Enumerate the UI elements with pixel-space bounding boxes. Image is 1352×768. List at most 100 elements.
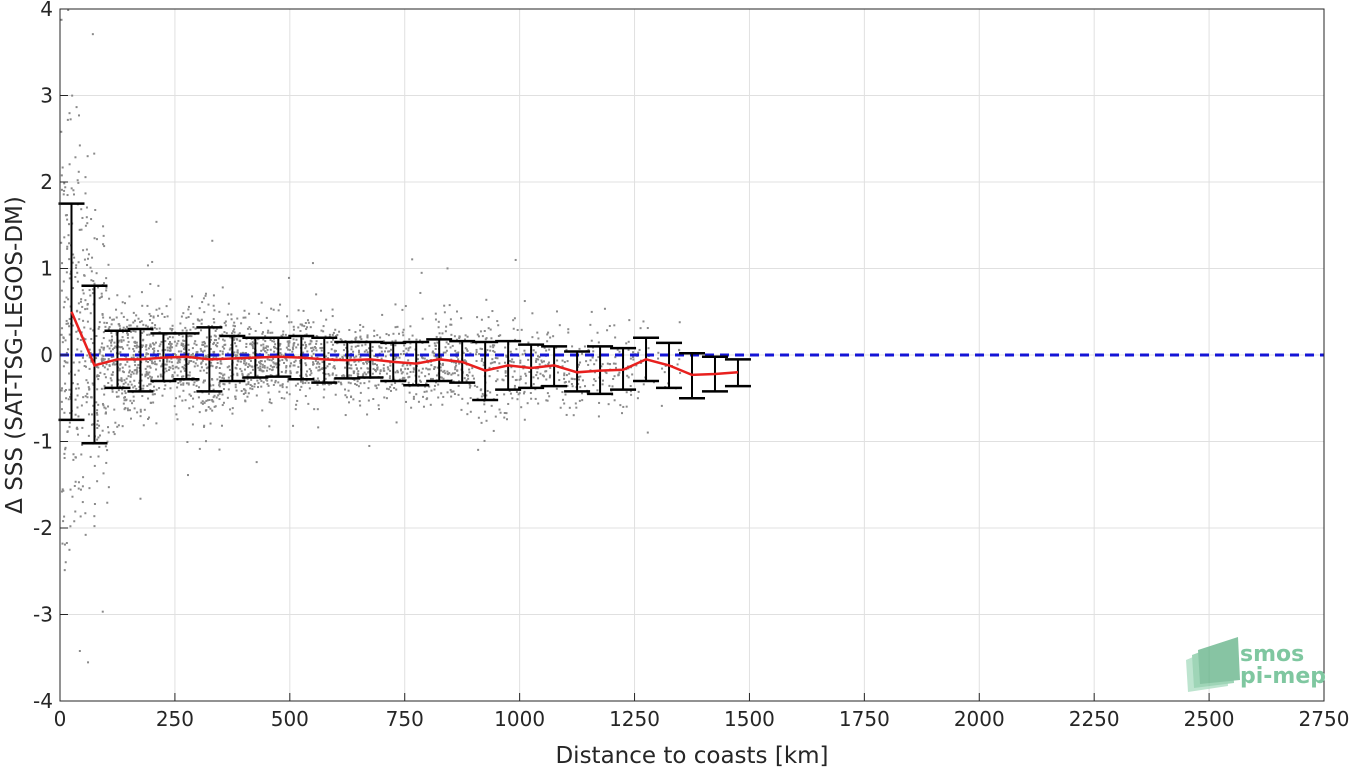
scatter-point	[261, 370, 264, 373]
scatter-point	[159, 343, 162, 346]
scatter-point	[343, 375, 346, 378]
scatter-point	[483, 439, 486, 442]
scatter-point	[453, 372, 456, 375]
scatter-point	[96, 438, 99, 441]
scatter-point	[60, 333, 63, 336]
scatter-point	[182, 389, 185, 392]
scatter-point	[190, 360, 193, 363]
scatter-point	[146, 384, 149, 387]
scatter-point	[597, 415, 600, 418]
scatter-point	[68, 258, 71, 261]
scatter-point	[625, 342, 628, 345]
scatter-point	[83, 326, 86, 329]
scatter-point	[86, 381, 89, 384]
scatter-point	[235, 389, 238, 392]
scatter-point	[212, 304, 215, 307]
scatter-point	[225, 332, 228, 335]
scatter-point	[201, 402, 204, 405]
scatter-point	[168, 360, 171, 363]
scatter-point	[72, 287, 75, 290]
scatter-point	[208, 398, 211, 401]
scatter-point	[104, 376, 107, 379]
scatter-point	[168, 335, 171, 338]
scatter-point	[111, 348, 114, 351]
scatter-point	[537, 377, 540, 380]
scatter-point	[354, 337, 357, 340]
scatter-point	[119, 346, 122, 349]
scatter-point	[68, 372, 71, 375]
scatter-point	[328, 374, 331, 377]
scatter-point	[433, 384, 436, 387]
scatter-point	[221, 350, 224, 353]
scatter-point	[418, 369, 421, 372]
scatter-point	[144, 355, 147, 358]
scatter-point	[177, 350, 180, 353]
scatter-point	[306, 370, 309, 373]
scatter-point	[338, 330, 341, 333]
scatter-point	[304, 381, 307, 384]
scatter-point	[142, 338, 145, 341]
scatter-point	[356, 344, 359, 347]
scatter-point	[195, 351, 198, 354]
scatter-point	[427, 373, 430, 376]
scatter-point	[518, 378, 521, 381]
scatter-point	[390, 383, 393, 386]
scatter-point	[105, 286, 108, 289]
scatter-point	[76, 406, 79, 409]
scatter-point	[428, 385, 431, 388]
scatter-point	[367, 387, 370, 390]
scatter-point	[394, 340, 397, 343]
scatter-point	[581, 352, 584, 355]
scatter-point	[169, 327, 172, 330]
scatter-point	[108, 297, 111, 300]
scatter-point	[465, 374, 468, 377]
scatter-point	[104, 412, 107, 415]
scatter-point	[310, 355, 313, 358]
scatter-point	[627, 348, 630, 351]
scatter-point	[279, 303, 282, 306]
scatter-point	[190, 335, 193, 338]
scatter-point	[245, 383, 248, 386]
scatter-point	[96, 409, 99, 412]
scatter-point	[561, 398, 564, 401]
scatter-point	[63, 300, 66, 303]
scatter-point	[540, 359, 543, 362]
scatter-point	[457, 358, 460, 361]
scatter-point	[332, 331, 335, 334]
scatter-point	[425, 367, 428, 370]
scatter-point	[139, 410, 142, 413]
scatter-point	[270, 379, 273, 382]
scatter-point	[223, 321, 226, 324]
scatter-point	[348, 374, 351, 377]
scatter-point	[549, 374, 552, 377]
scatter-point	[354, 360, 357, 363]
scatter-point	[503, 416, 506, 419]
scatter-point	[354, 345, 357, 348]
scatter-point	[401, 364, 404, 367]
scatter-point	[132, 372, 135, 375]
scatter-point	[101, 313, 104, 316]
scatter-point	[263, 365, 266, 368]
scatter-point	[145, 372, 148, 375]
scatter-point	[534, 397, 537, 400]
scatter-point	[274, 381, 277, 384]
scatter-point	[579, 361, 582, 364]
scatter-point	[477, 448, 480, 451]
scatter-point	[213, 321, 216, 324]
scatter-point	[275, 363, 278, 366]
scatter-point	[519, 359, 522, 362]
scatter-point	[538, 363, 541, 366]
scatter-point	[532, 349, 535, 352]
scatter-point	[86, 155, 89, 158]
scatter-point	[128, 365, 131, 368]
scatter-point	[122, 339, 125, 342]
scatter-point	[389, 389, 392, 392]
scatter-point	[206, 399, 209, 402]
scatter-point	[88, 487, 91, 490]
scatter-point	[157, 314, 160, 317]
scatter-point	[433, 354, 436, 357]
scatter-point	[534, 351, 537, 354]
scatter-point	[76, 348, 79, 351]
scatter-point	[207, 303, 210, 306]
scatter-point	[256, 386, 259, 389]
